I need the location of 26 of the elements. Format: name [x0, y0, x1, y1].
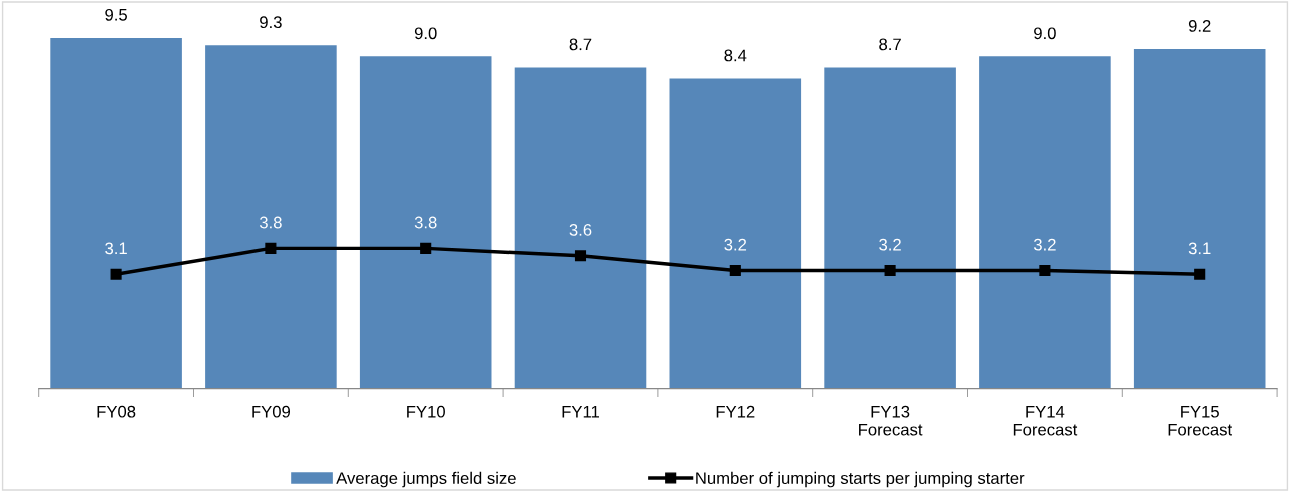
data-label: 3.6 — [569, 223, 592, 236]
x-tick-label: FY15 Forecast — [1168, 405, 1232, 436]
data-label: 8.7 — [879, 38, 901, 51]
data-label: 8.4 — [724, 49, 747, 62]
data-label: 3.2 — [1033, 238, 1056, 251]
data-label: 9.5 — [105, 8, 127, 21]
data-label: 9.3 — [260, 16, 282, 29]
data-label: 3.2 — [879, 238, 901, 251]
legend-label: Average jumps field size — [336, 471, 516, 488]
x-tick-label: FY12 — [716, 405, 755, 418]
data-label: 9.2 — [1188, 19, 1211, 32]
x-tick-label: FY08 — [97, 405, 136, 418]
data-label: 9.0 — [1034, 27, 1056, 40]
data-label: 3.1 — [1188, 242, 1211, 255]
x-tick-label: FY11 — [562, 405, 599, 418]
data-label: 3.1 — [105, 242, 127, 255]
x-tick-label: FY10 — [407, 405, 445, 418]
data-label: 9.0 — [414, 27, 437, 40]
legend-label: Number of jumping starts per jumping starter — [696, 471, 1025, 488]
data-label: 3.8 — [259, 216, 282, 229]
data-label: 3.2 — [724, 238, 747, 251]
x-tick-label: FY13 Forecast — [859, 405, 923, 436]
x-tick-label: FY14 Forecast — [1013, 405, 1078, 436]
data-label: 3.8 — [414, 216, 437, 229]
data-label: 8.7 — [569, 38, 592, 51]
x-tick-label: FY09 — [252, 405, 291, 418]
